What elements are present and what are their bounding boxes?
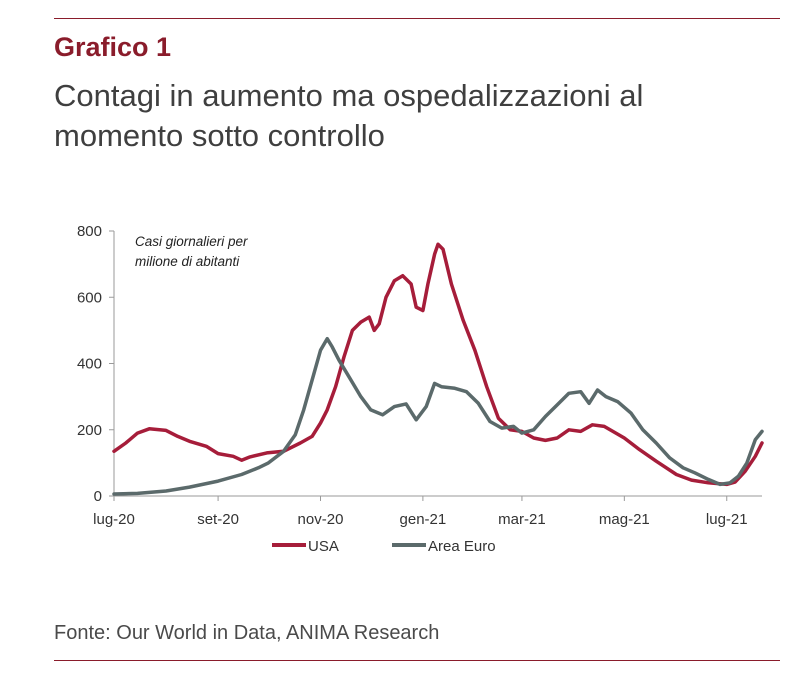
legend-label: Area Euro xyxy=(428,538,496,555)
chart-title: Contagi in aumento ma ospedalizzazioni a… xyxy=(54,78,644,153)
series-line-usa xyxy=(112,242,764,487)
top-rule xyxy=(54,18,780,19)
figure-label: Grafico 1 xyxy=(54,32,172,62)
x-tick-label: mar-21 xyxy=(498,511,546,528)
x-tick-label: set-20 xyxy=(197,511,239,528)
x-tick-label: lug-20 xyxy=(93,511,135,528)
legend-label: USA xyxy=(308,538,339,555)
y-tick-label: 600 xyxy=(77,289,102,306)
series-line-area-euro xyxy=(112,336,764,496)
source-note: Fonte: Our World in Data, ANIMA Research xyxy=(54,622,440,644)
x-tick-label: lug-21 xyxy=(706,511,748,528)
x-tick-label: nov-20 xyxy=(298,511,344,528)
bottom-rule xyxy=(54,660,780,661)
x-tick-label: mag-21 xyxy=(599,511,650,528)
chart-annotation-line: milione di abitanti xyxy=(135,254,240,269)
y-tick-label: 0 xyxy=(94,488,102,505)
x-tick-label: gen-21 xyxy=(400,511,447,528)
y-tick-label: 800 xyxy=(77,223,102,240)
y-tick-label: 400 xyxy=(77,356,102,373)
y-tick-label: 200 xyxy=(77,422,102,439)
chart-annotation-line: Casi giornalieri per xyxy=(135,234,248,249)
